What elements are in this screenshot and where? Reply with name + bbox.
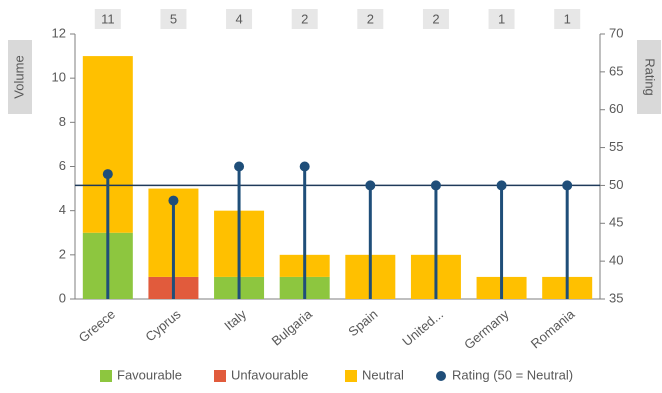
- y-label-box: [8, 40, 32, 114]
- rating-dot: [234, 161, 245, 172]
- legend-marker: [436, 371, 446, 381]
- rating-dot: [102, 169, 113, 180]
- y2-tick-label: 35: [609, 290, 623, 305]
- total-box: [357, 9, 384, 29]
- x-tick-label: Romania: [528, 306, 578, 351]
- x-tick-label: Bulgaria: [269, 306, 316, 349]
- y2-tick-label: 65: [609, 63, 623, 78]
- rating-dot: [168, 195, 179, 206]
- x-tick-label: Cyprus: [142, 306, 184, 344]
- legend-label: Favourable: [117, 367, 182, 382]
- total-label: 11: [101, 11, 115, 26]
- legend-marker: [345, 370, 357, 382]
- total-box: [422, 9, 449, 29]
- rating-dot: [562, 180, 573, 191]
- total-label: 5: [170, 11, 177, 26]
- total-box: [94, 9, 121, 29]
- rating-dot: [430, 180, 441, 191]
- x-tick-label: United...: [399, 306, 446, 349]
- total-label: 2: [432, 11, 439, 26]
- total-box: [554, 9, 581, 29]
- y2-tick-label: 70: [609, 25, 623, 40]
- total-label: 2: [367, 11, 374, 26]
- y-tick-label: 4: [59, 202, 66, 217]
- y-tick-label: 0: [59, 290, 66, 305]
- y2-label-box: [637, 40, 661, 114]
- x-tick-label: Italy: [221, 306, 249, 333]
- y-tick-label: 2: [59, 246, 66, 261]
- y-tick-label: 12: [52, 25, 66, 40]
- y-axis-title: Volume: [11, 55, 26, 98]
- x-tick-label: Germany: [461, 306, 512, 352]
- x-tick-label: Greece: [76, 306, 118, 345]
- y2-axis-title: Rating: [643, 58, 658, 96]
- x-tick-label: Spain: [345, 306, 380, 339]
- legend-marker: [100, 370, 112, 382]
- total-box: [291, 9, 318, 29]
- total-box: [488, 9, 515, 29]
- total-box: [160, 9, 187, 29]
- rating-dot: [299, 161, 310, 172]
- y2-tick-label: 50: [609, 177, 623, 192]
- rating-dot: [496, 180, 507, 191]
- legend-marker: [214, 370, 226, 382]
- rating-dot: [365, 180, 376, 191]
- y2-tick-label: 45: [609, 215, 623, 230]
- y-tick-label: 10: [52, 70, 66, 85]
- legend-label: Rating (50 = Neutral): [452, 367, 573, 382]
- total-label: 2: [301, 11, 308, 26]
- y2-tick-label: 40: [609, 253, 623, 268]
- total-box: [226, 9, 253, 29]
- y2-tick-label: 60: [609, 101, 623, 116]
- y2-tick-label: 55: [609, 139, 623, 154]
- legend-label: Unfavourable: [231, 367, 308, 382]
- total-label: 1: [498, 11, 505, 26]
- y-tick-label: 6: [59, 158, 66, 173]
- total-label: 4: [235, 11, 242, 26]
- total-label: 1: [564, 11, 571, 26]
- legend-label: Neutral: [362, 367, 404, 382]
- y-tick-label: 8: [59, 114, 66, 129]
